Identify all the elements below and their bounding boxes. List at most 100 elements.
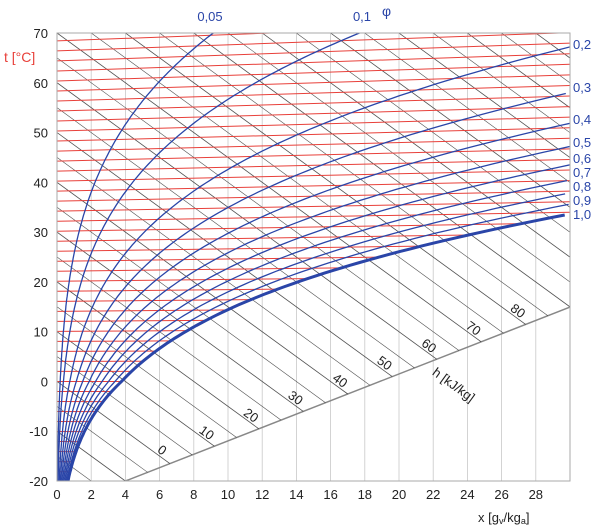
grid-lines bbox=[90, 33, 537, 481]
y-tick-label: 20 bbox=[34, 275, 48, 290]
enthalpy-label: 10 bbox=[196, 422, 217, 443]
rh-symbol: φ bbox=[382, 3, 391, 19]
y-tick-label: 50 bbox=[34, 126, 48, 141]
isenthalp-line bbox=[227, 33, 570, 283]
y-tick-label: 0 bbox=[41, 374, 48, 389]
y-tick-label: 60 bbox=[34, 76, 48, 91]
isenthalp-line bbox=[57, 206, 326, 403]
isotherm-line bbox=[57, 106, 570, 122]
rh-curve bbox=[65, 193, 566, 481]
rh-curve bbox=[58, 46, 570, 481]
isenthalp-line bbox=[57, 306, 237, 438]
x-tick-label: 18 bbox=[358, 487, 372, 502]
isenthalp-line bbox=[261, 33, 570, 258]
rh-label: 0,4 bbox=[573, 112, 591, 127]
isotherm-line bbox=[57, 180, 570, 192]
rh-curve bbox=[60, 122, 570, 481]
isotherm-line bbox=[57, 74, 570, 92]
isenthalp-line bbox=[57, 331, 215, 447]
rh-label: 0,1 bbox=[353, 9, 371, 24]
isotherm-line bbox=[57, 169, 570, 182]
x-tick-label: 8 bbox=[190, 487, 197, 502]
x-tick-label: 10 bbox=[221, 487, 235, 502]
isotherm-line bbox=[57, 234, 469, 242]
x-tick-label: 14 bbox=[289, 487, 303, 502]
isenthalp-line bbox=[57, 381, 171, 464]
isotherm-line bbox=[57, 267, 342, 272]
isenthalp-line bbox=[57, 157, 371, 386]
isotherm-line bbox=[57, 158, 570, 172]
isotherm-line bbox=[57, 245, 422, 252]
isotherm-line bbox=[57, 201, 570, 212]
x-tick-label: 26 bbox=[494, 487, 508, 502]
isotherm-line bbox=[57, 84, 570, 102]
enthalpy-label: 60 bbox=[419, 335, 440, 356]
isotherm-line bbox=[57, 288, 278, 292]
y-tick-label: 70 bbox=[34, 26, 48, 41]
isotherm-line bbox=[57, 95, 570, 112]
isenthalp-line bbox=[193, 33, 570, 308]
isotherm-line bbox=[57, 33, 286, 42]
rh-label: 0,3 bbox=[573, 80, 591, 95]
x-axis-label: x [gv/kga] bbox=[478, 510, 529, 526]
x-tick-label: 20 bbox=[392, 487, 406, 502]
enthalpy-label: 80 bbox=[508, 300, 529, 321]
isenthalp-line bbox=[57, 406, 148, 473]
y-tick-label: 40 bbox=[34, 175, 48, 190]
isotherm-line bbox=[57, 223, 522, 232]
y-tick-label: 30 bbox=[34, 225, 48, 240]
rh-curve bbox=[59, 92, 566, 481]
x-tick-label: 24 bbox=[460, 487, 474, 502]
y-axis-label: t [°C] bbox=[4, 49, 35, 65]
enthalpy-label: 70 bbox=[463, 318, 484, 339]
isenthalp-line bbox=[432, 33, 570, 133]
isenthalp-line bbox=[57, 256, 282, 421]
isenthalp-line bbox=[364, 33, 570, 183]
plot-frame bbox=[56, 32, 571, 482]
rh-curve bbox=[57, 33, 362, 481]
y-tick-label: -20 bbox=[29, 474, 48, 489]
isenthalp-line bbox=[398, 33, 570, 158]
rh-label: 1,0 bbox=[573, 207, 591, 222]
rh-curve bbox=[62, 164, 570, 481]
rh-label: 0,8 bbox=[573, 179, 591, 194]
rh-label: 0,7 bbox=[573, 165, 591, 180]
rh-curve bbox=[66, 213, 565, 481]
rh-label: 0,2 bbox=[573, 37, 591, 52]
isotherm-line bbox=[57, 127, 570, 142]
x-tick-label: 0 bbox=[53, 487, 60, 502]
rh-curve bbox=[57, 33, 215, 481]
isotherm-line bbox=[57, 42, 570, 62]
enthalpy-label: 20 bbox=[241, 405, 262, 426]
x-tick-label: 28 bbox=[529, 487, 543, 502]
enthalpy-label: 40 bbox=[330, 370, 351, 391]
rh-curve bbox=[64, 179, 568, 481]
x-tick-label: 16 bbox=[323, 487, 337, 502]
enthalpy-label: 30 bbox=[285, 387, 306, 408]
isotherm-line bbox=[57, 137, 570, 152]
isenthalp-line bbox=[467, 33, 570, 109]
isenthalp-line bbox=[57, 356, 193, 456]
isotherm-line bbox=[57, 53, 570, 72]
rh-label: 0,5 bbox=[573, 135, 591, 150]
isenthalp-line bbox=[57, 231, 304, 412]
isenthalp-line bbox=[57, 57, 460, 351]
isenthalp-line bbox=[57, 281, 260, 430]
x-tick-label: 6 bbox=[156, 487, 163, 502]
rh-curve bbox=[61, 145, 570, 481]
isenthalp-line bbox=[57, 181, 348, 395]
isenthalp-line bbox=[57, 107, 415, 369]
isotherm-line bbox=[57, 256, 380, 262]
isotherm-line bbox=[57, 63, 570, 82]
isenthalp-line bbox=[57, 82, 437, 360]
enthalpy-axis-label: h [kJ/kg] bbox=[430, 364, 478, 405]
plot-area bbox=[57, 11, 570, 481]
isotherm-line bbox=[57, 148, 570, 162]
rh-label: 0,6 bbox=[573, 151, 591, 166]
isotherm-line bbox=[57, 278, 308, 282]
y-tick-label: -10 bbox=[29, 424, 48, 439]
rh-label: 0,05 bbox=[197, 9, 222, 24]
isotherm-line bbox=[57, 11, 570, 30]
